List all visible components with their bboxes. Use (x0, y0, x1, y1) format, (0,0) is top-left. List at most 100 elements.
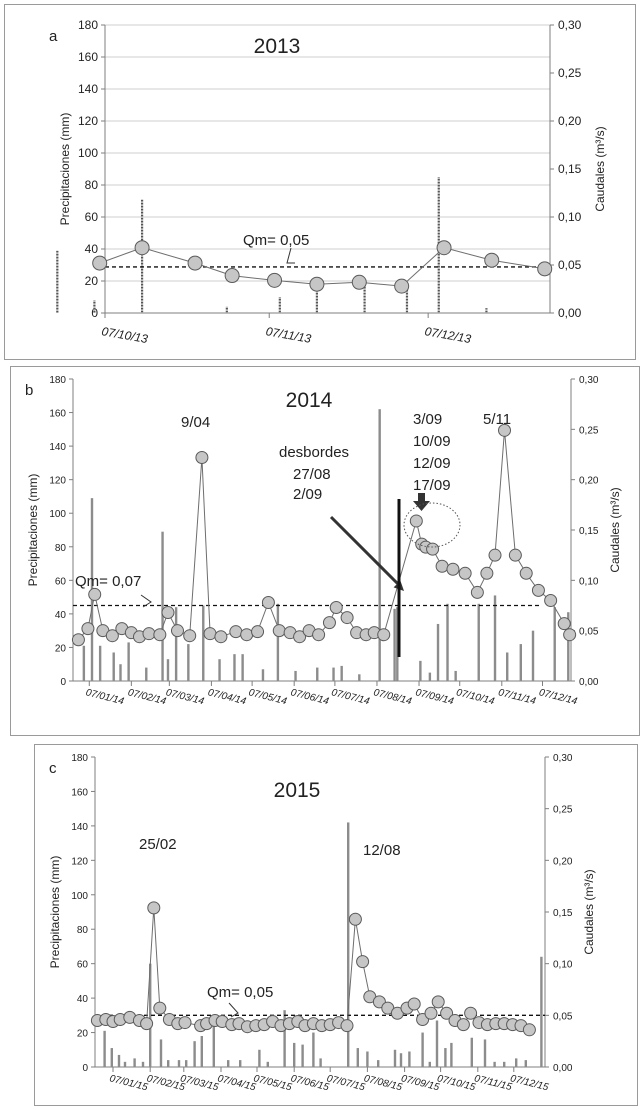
precipitation-bar (93, 300, 96, 313)
precipitation-bar (553, 607, 556, 681)
precipitation-bar (123, 1061, 127, 1067)
discharge-point (340, 1019, 354, 1033)
left-tick-label: 160 (71, 787, 88, 798)
mean-discharge-label: Qm= 0,05 (243, 232, 309, 249)
annotation-9-04: 9/04 (181, 414, 210, 431)
x-tick-label: 07/06/15 (289, 1073, 330, 1093)
x-tick-label: 07/02/14 (127, 687, 168, 707)
annotation-5-11: 5/11 (483, 411, 511, 428)
precipitation-bar (293, 1042, 296, 1067)
x-tick-label: 07/10/15 (436, 1073, 477, 1093)
precipitation-bar (174, 607, 178, 681)
discharge-point (142, 627, 156, 641)
x-tick-label: 07/12/13 (424, 324, 473, 346)
left-tick-label: 140 (78, 82, 98, 96)
chart-panel-2013: 0204060801001201401601800,000,050,100,15… (4, 4, 636, 360)
precipitation-bar (450, 1042, 453, 1067)
left-tick-label: 180 (49, 375, 66, 386)
discharge-point (348, 912, 362, 926)
discharge-point (446, 562, 460, 576)
right-tick-label: 0,05 (558, 258, 582, 272)
precipitation-bar (185, 1060, 188, 1067)
right-tick-label: 0,30 (553, 753, 573, 764)
x-tick-label: 07/09/14 (414, 687, 455, 707)
precipitation-bar (141, 1061, 145, 1067)
discharge-point (522, 1023, 536, 1037)
annotation-3-09: 3/09 (413, 411, 442, 428)
left-tick-label: 40 (55, 610, 67, 621)
precipitation-bar (405, 284, 409, 313)
x-tick-label: 07/11/14 (497, 687, 537, 707)
discharge-point (470, 585, 484, 599)
precipitation-bar (393, 1049, 397, 1067)
x-tick-label: 07/01/15 (108, 1073, 149, 1093)
discharge-point (195, 451, 209, 465)
precipitation-bar (261, 669, 265, 681)
precipitation-bar (340, 665, 343, 681)
precipitation-bar (363, 279, 366, 313)
left-tick-label: 180 (78, 18, 98, 32)
precipitation-bar (119, 664, 122, 681)
discharge-point (563, 628, 577, 642)
left-tick-label: 100 (71, 891, 88, 902)
right-tick-label: 0,30 (558, 18, 582, 32)
mean-label-arrow (228, 1002, 239, 1018)
discharge-point (508, 548, 522, 562)
precipitation-bar (493, 1061, 496, 1067)
left-tick-label: 40 (77, 994, 89, 1005)
right-tick-label: 0,20 (558, 114, 582, 128)
discharge-point (340, 611, 354, 625)
precipitation-bar (133, 1058, 136, 1067)
discharge-point (153, 628, 167, 642)
x-tick-label: 07/08/15 (363, 1073, 404, 1093)
right-tick-label: 0,25 (553, 805, 573, 816)
discharge-point (170, 624, 184, 638)
right-tick-label: 0,10 (558, 210, 582, 224)
annotation-10-09: 10/09 (413, 433, 451, 450)
precipitation-bar (485, 308, 488, 313)
left-axis-title: Precipitaciones (mm) (26, 474, 40, 587)
precipitation-bar (377, 1060, 380, 1067)
discharge-point (261, 595, 275, 609)
annotation-2-09: 2/09 (293, 486, 322, 503)
precipitation-bar (356, 1048, 359, 1067)
discharge-point (88, 587, 102, 601)
precipitation-bar (483, 1039, 487, 1067)
annotation-17-09: 17/09 (413, 477, 451, 494)
down-arrow-shaft (418, 493, 425, 502)
down-arrow-head (413, 501, 430, 511)
precipitation-bar (227, 1060, 230, 1067)
discharge-point (183, 629, 197, 643)
discharge-point (203, 627, 217, 641)
discharge-point (134, 240, 150, 256)
x-tick-label: 07/03/15 (179, 1073, 220, 1093)
left-tick-label: 40 (85, 242, 99, 256)
discharge-point (293, 630, 307, 644)
discharge-point (147, 901, 161, 915)
precipitation-bar (540, 956, 543, 1067)
desbordes-arrow-shaft (329, 515, 401, 587)
precipitation-bar (177, 1060, 181, 1067)
precipitation-bar (477, 603, 480, 681)
left-axis-title: Precipitaciones (mm) (58, 113, 72, 226)
discharge-point (498, 423, 512, 437)
discharge-point (105, 629, 119, 643)
x-tick-label: 07/06/14 (289, 687, 330, 707)
precipitation-bar (408, 1051, 411, 1067)
precipitation-bar (393, 608, 396, 681)
left-tick-label: 20 (55, 643, 67, 654)
precipitation-bar (278, 297, 281, 313)
precipitation-bar (149, 963, 152, 1067)
right-axis-title: Caudales (m³/s) (582, 869, 596, 954)
discharge-point (537, 261, 553, 277)
x-tick-label: 07/07/15 (325, 1073, 366, 1093)
precipitation-bar (428, 1061, 431, 1067)
precipitation-bar (103, 1030, 106, 1067)
precipitation-bar (436, 623, 440, 681)
discharge-point (480, 566, 494, 580)
left-tick-label: 120 (49, 476, 66, 487)
event-highlight-ellipse (403, 502, 461, 548)
precipitation-bar (193, 1041, 196, 1067)
chart-2015: 0 20 40 60 80 100 120 140 160 180 0,00 0,05 0,10 0,15… (48, 753, 596, 1093)
right-tick-label: 0,20 (579, 476, 599, 487)
